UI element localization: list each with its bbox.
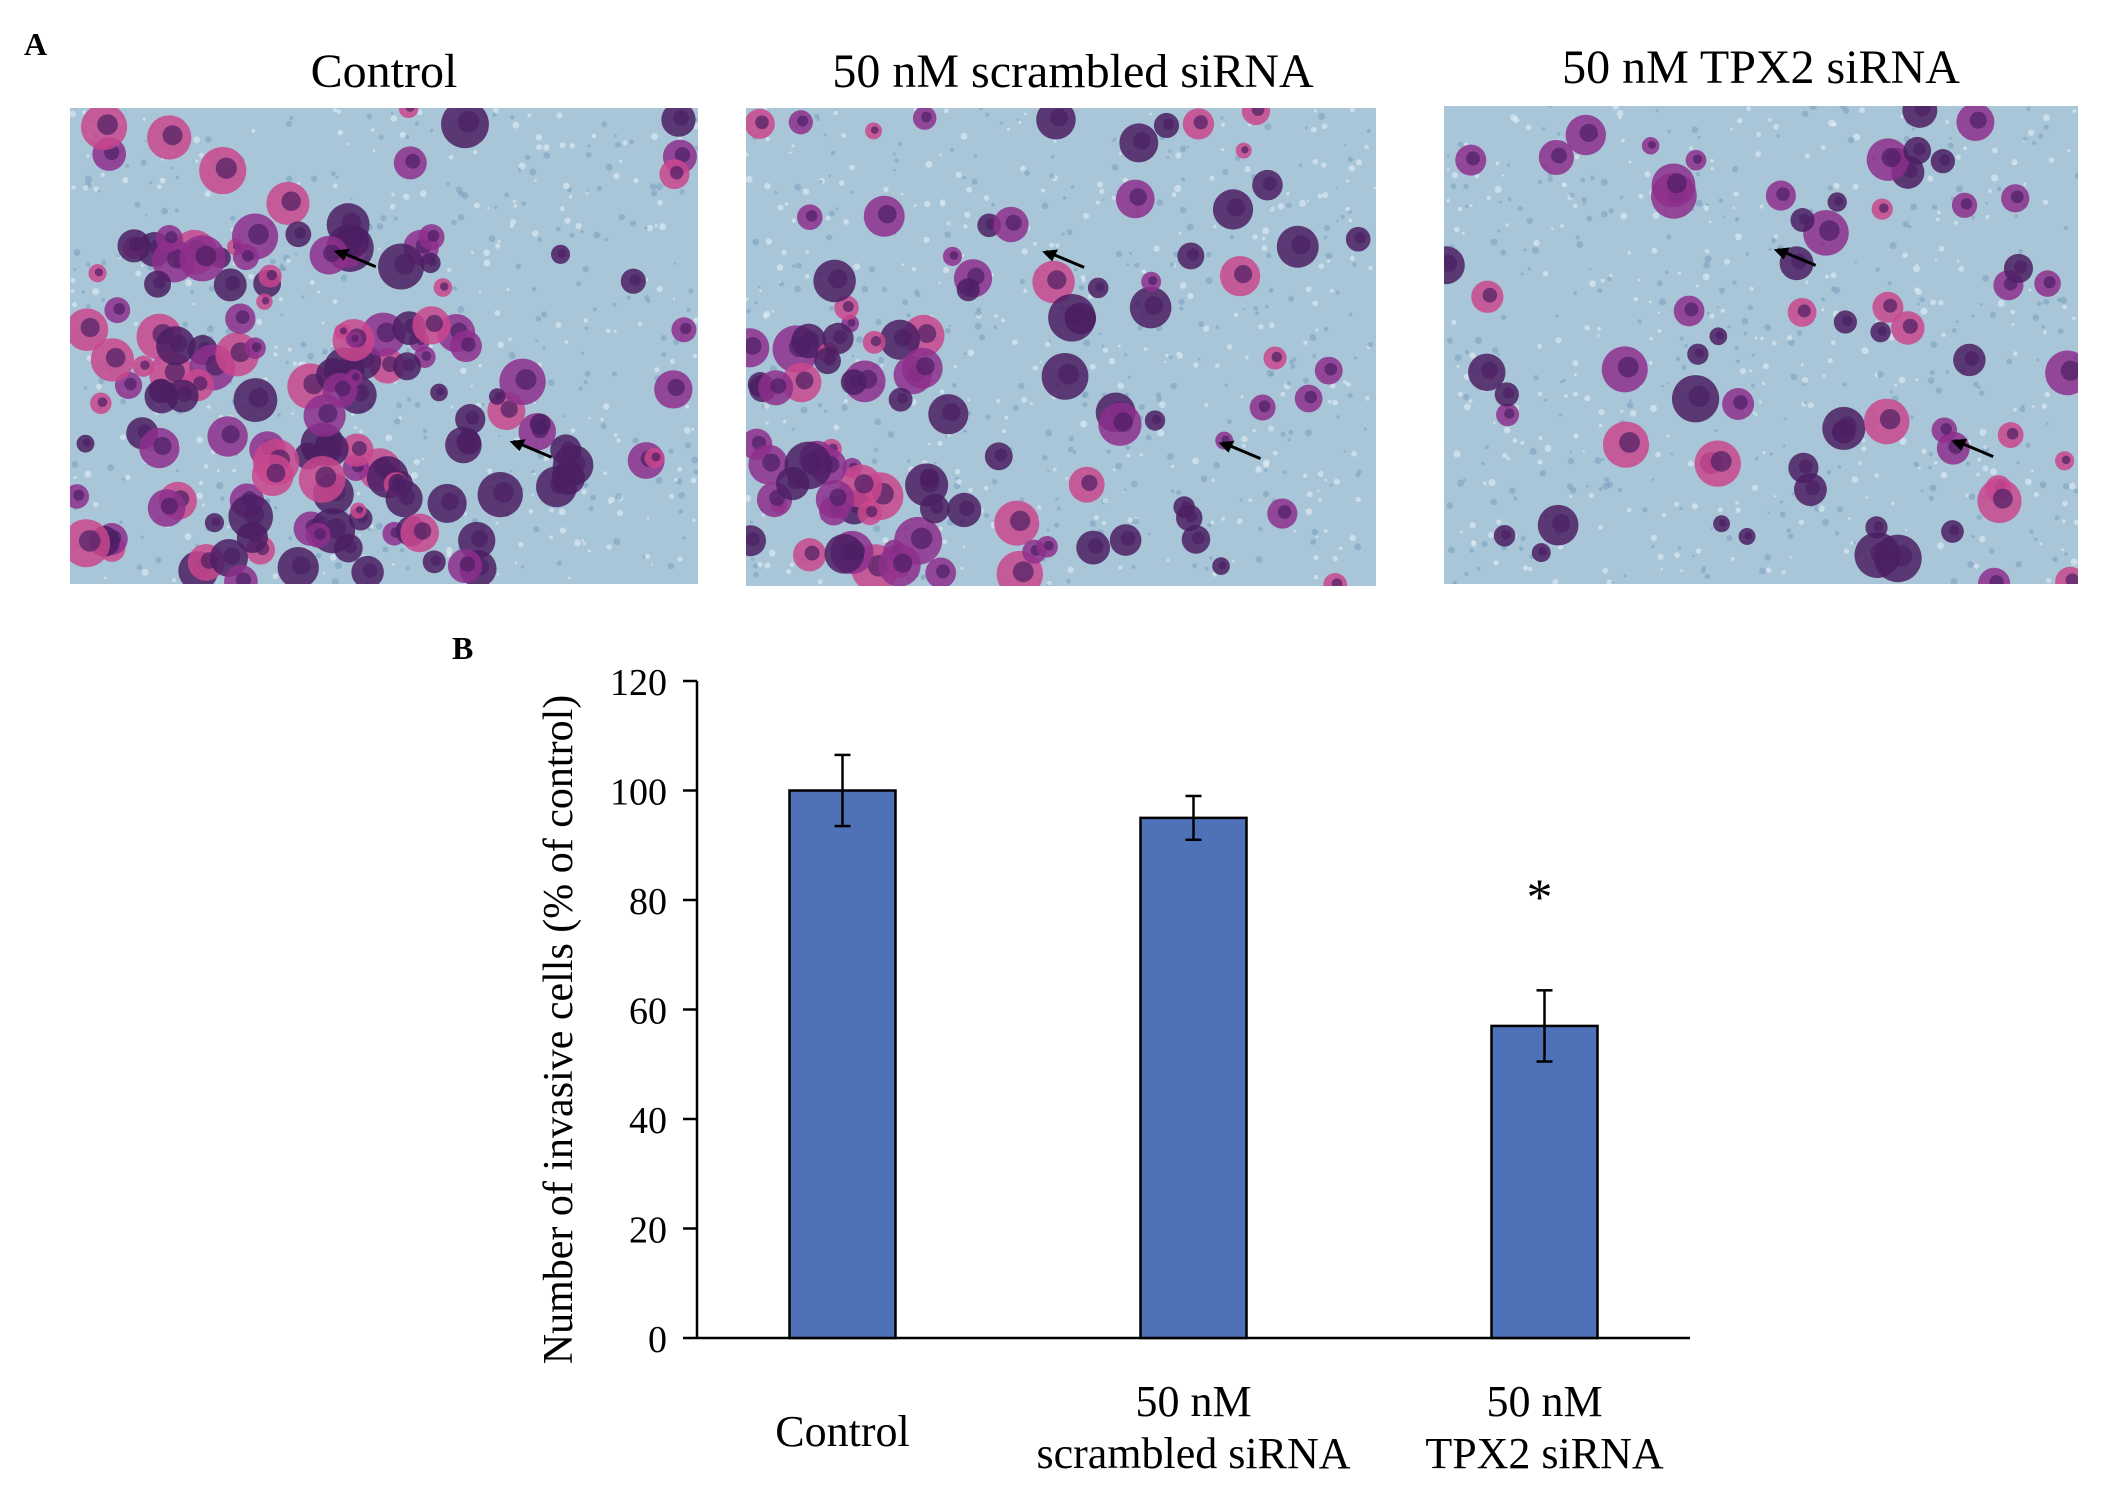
bar <box>788 789 897 1340</box>
x-tick-label: TPX2 siRNA <box>1425 1429 1664 1478</box>
micrograph-title-scrambled-sirna: 50 nM scrambled siRNA <box>832 45 1314 98</box>
micrograph-title-tpx2-sirna: 50 nM TPX2 siRNA <box>1562 41 1960 94</box>
cell-arrow-icon <box>333 248 377 269</box>
error-bar <box>1185 794 1202 842</box>
cell-arrow-icon <box>1773 247 1817 267</box>
panel-b-letter: B <box>452 630 474 666</box>
micrograph-image <box>70 108 698 584</box>
x-tick-label: scrambled siRNA <box>1036 1429 1350 1478</box>
error-bar <box>1536 989 1553 1063</box>
y-tick-label: 80 <box>629 881 667 923</box>
x-tick-label: 50 nM <box>1486 1377 1602 1426</box>
y-tick-label: 40 <box>629 1100 667 1142</box>
panel-a-letter: A <box>24 26 48 62</box>
cell-arrow-icon <box>1951 438 1994 458</box>
y-axis-label: Number of invasive cells (% of control) <box>536 695 582 1364</box>
x-tick-label: 50 nM <box>1135 1377 1251 1426</box>
bar <box>1490 1024 1599 1340</box>
micrograph-tpx2-sirna <box>1444 106 2078 584</box>
micrograph-image <box>746 108 1376 586</box>
cell-arrow-icon <box>1218 440 1262 460</box>
micrograph-image <box>1444 106 2078 584</box>
y-tick-label: 0 <box>648 1319 667 1361</box>
micrograph-control <box>70 108 698 584</box>
micrograph-title-control: Control <box>310 45 458 98</box>
x-tick-label: Control <box>775 1407 909 1456</box>
y-tick-label: 20 <box>629 1210 667 1252</box>
y-tick-label: 100 <box>610 772 667 814</box>
y-tick-label: 120 <box>610 662 667 704</box>
bar-group: Control <box>775 753 910 1456</box>
error-bar <box>834 753 851 828</box>
bar <box>1139 816 1248 1340</box>
cell-arrow-icon <box>509 439 553 459</box>
y-axis: 0 20 40 60 80 100 120 <box>610 662 699 1361</box>
y-tick-label: 60 <box>629 991 667 1033</box>
significance-asterisk: * <box>1527 869 1553 926</box>
micrograph-scrambled-sirna <box>746 108 1376 586</box>
cell-arrow-icon <box>1042 249 1085 269</box>
